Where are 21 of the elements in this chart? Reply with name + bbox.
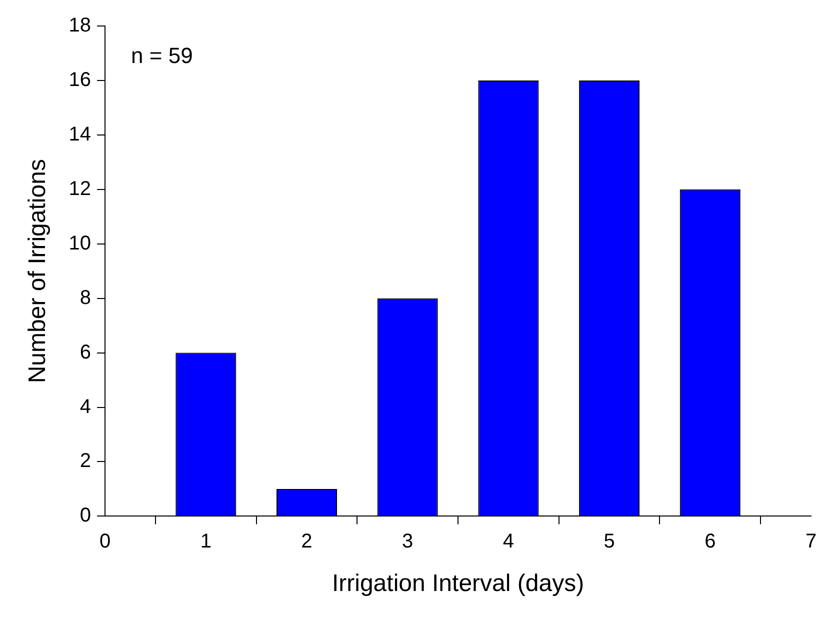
x-tick-label: 6 [704, 530, 716, 553]
y-axis-title: Number of Irrigations [24, 159, 52, 384]
x-tick-label: 1 [200, 530, 212, 553]
x-tick-label: 0 [99, 530, 111, 553]
y-tick-label: 16 [68, 68, 92, 91]
y-tick-label: 12 [68, 178, 92, 200]
y-tick-label: 6 [80, 341, 92, 364]
x-tick-label: 4 [502, 530, 514, 553]
x-tick-label: 5 [604, 530, 615, 553]
y-tick-label: 14 [68, 123, 92, 146]
y-tick-label: 8 [80, 286, 92, 309]
y-tick-label: 10 [68, 232, 92, 254]
y-tick-label: 4 [80, 396, 92, 418]
y-tick-label: 18 [68, 14, 92, 37]
x-tick-label: 3 [402, 530, 414, 553]
y-tick-label: 0 [80, 504, 92, 527]
x-tick-label: 2 [301, 530, 312, 553]
x-axis-title: Irrigation Interval (days) [332, 570, 584, 598]
annotation: n = 59 [131, 43, 193, 68]
x-tick-label: 7 [805, 530, 817, 553]
y-tick-label: 2 [80, 450, 92, 472]
